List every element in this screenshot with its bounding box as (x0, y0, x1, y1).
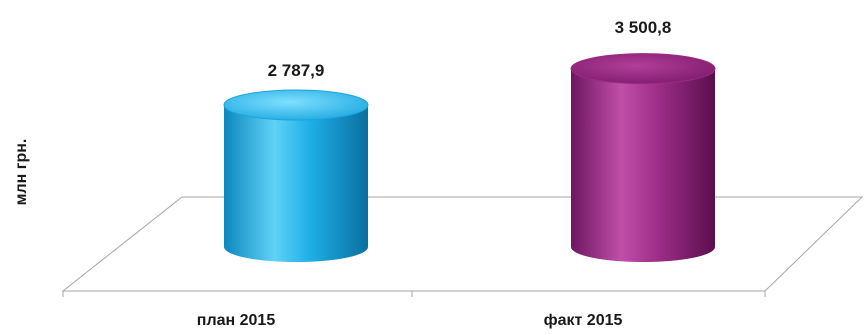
x-tick-label-fact: факт 2015 (544, 312, 623, 329)
chart-floor (61, 196, 864, 297)
bar-top-fact (570, 53, 716, 85)
bar-body-plan (224, 104, 368, 262)
category-labels: план 2015 факт 2015 (197, 312, 623, 329)
data-labels: 2 787,9 3 500,8 (268, 18, 672, 80)
data-label-plan: 2 787,9 (268, 61, 325, 80)
bar-plan (223, 89, 369, 262)
bar-body-fact (571, 68, 715, 262)
bar-fact (570, 53, 716, 262)
bars-layer (223, 53, 716, 262)
bar-top-plan (223, 89, 369, 121)
y-axis-label: млн грн. (13, 139, 30, 206)
data-label-fact: 3 500,8 (615, 18, 672, 37)
x-tick-label-plan: план 2015 (197, 312, 276, 329)
